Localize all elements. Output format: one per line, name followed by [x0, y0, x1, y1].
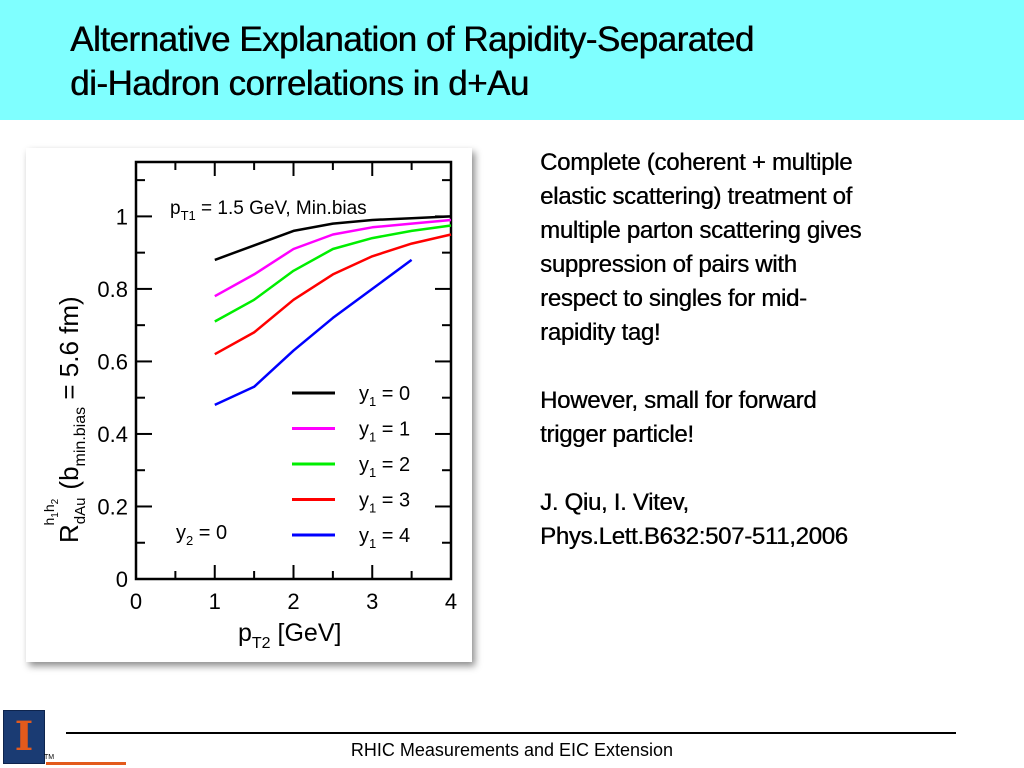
- y-tick-label: 0: [116, 567, 128, 592]
- pt1-annotation: pT1 = 1.5 GeV, Min.bias: [170, 198, 367, 223]
- x-axis-title: pT2 [GeV]: [238, 619, 341, 652]
- title-bar: Alternative Explanation of Rapidity-Sepa…: [0, 0, 1024, 120]
- rdau-chart: 0 1 2 3 4 0 0.2 0.4 0.6 0.8 1 pT1 = 1.5 GeV, Min.b…: [41, 160, 457, 652]
- footer-text: RHIC Measurements and EIC Extension: [350, 740, 674, 760]
- x-tick-label: 1: [209, 589, 221, 614]
- footer-divider: [66, 732, 956, 734]
- title-line-2: di-Hadron correlations in d+Au: [70, 64, 529, 103]
- y-tick-label: 0.4: [97, 422, 128, 447]
- series-lines: [214, 215, 452, 407]
- series-line-y1-2: [214, 224, 452, 323]
- series-line-y1-0: [214, 215, 452, 262]
- trademark-mark: TM: [44, 754, 55, 761]
- reference-citation: J. Qiu, I. Vitev, Phys.Lett.B632:507-511…: [540, 489, 848, 550]
- legend-label: y1 = 1: [359, 419, 410, 445]
- y-tick-label: 0.8: [97, 277, 128, 302]
- tick-labels: 0 1 2 3 4 0 0.2 0.4 0.6 0.8 1: [97, 204, 457, 614]
- tick-marks: [135, 162, 452, 580]
- explanation-text: Complete (coherent + multiple elastic sc…: [540, 146, 960, 588]
- chart-legend: y1 = 0 y1 = 1 y1 = 2 y1 = 3 y1 = 4: [292, 383, 410, 551]
- y-tick-label: 0.2: [97, 494, 128, 519]
- university-logo: I: [3, 710, 45, 764]
- chart-figure: 0 1 2 3 4 0 0.2 0.4 0.6 0.8 1 pT1 = 1.5 GeV, Min.b…: [26, 148, 472, 662]
- series-line-y1-4: [214, 258, 413, 407]
- series-line-y1-3: [214, 233, 452, 356]
- svg-text:RdAuh1h2 (bmin.bias = 5.6 fm): RdAuh1h2 (bmin.bias = 5.6 fm): [41, 296, 89, 543]
- y-axis-title: RdAuh1h2 (bmin.bias = 5.6 fm): [41, 296, 89, 543]
- x-tick-label: 2: [287, 589, 299, 614]
- legend-label: y1 = 0: [359, 383, 410, 409]
- legend-label: y1 = 4: [359, 525, 410, 551]
- x-tick-label: 0: [130, 589, 142, 614]
- y-tick-label: 0.6: [97, 349, 128, 374]
- x-tick-label: 4: [445, 589, 457, 614]
- title-line-1: Alternative Explanation of Rapidity-Sepa…: [70, 20, 754, 59]
- legend-label: y1 = 2: [359, 454, 410, 480]
- footer-accent-bar: [46, 762, 126, 765]
- explanation-paragraph-1: Complete (coherent + multiple elastic sc…: [540, 149, 862, 346]
- legend-label: y1 = 3: [359, 490, 410, 516]
- logo-letter: I: [14, 713, 34, 760]
- x-tick-label: 3: [366, 589, 378, 614]
- series-line-y1-1: [214, 218, 452, 298]
- slide-title: Alternative Explanation of Rapidity-Sepa…: [70, 18, 1010, 106]
- y2-annotation: y2 = 0: [176, 522, 227, 548]
- y-tick-label: 1: [116, 204, 128, 229]
- explanation-paragraph-2: However, small for forward trigger parti…: [540, 387, 817, 448]
